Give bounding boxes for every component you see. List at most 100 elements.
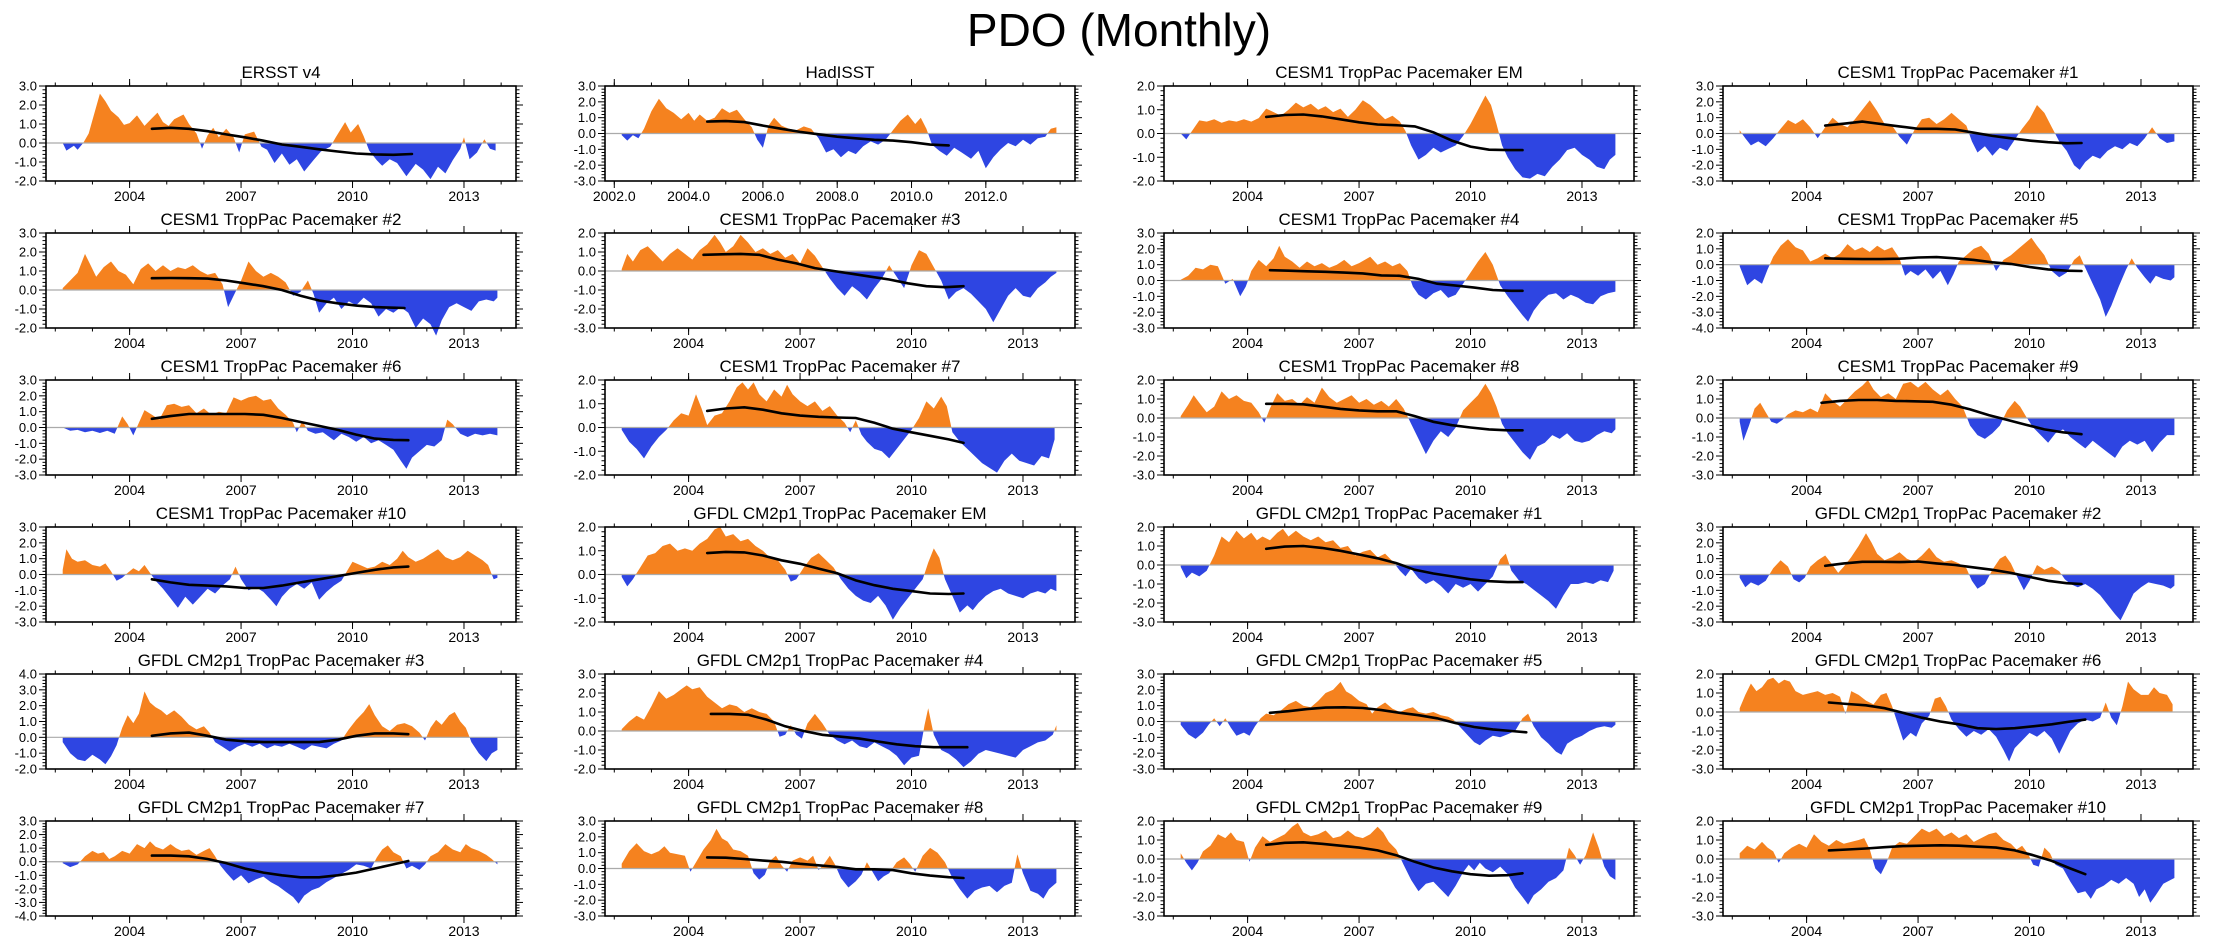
y-tick-label: 1.0	[1696, 686, 1714, 701]
y-tick-label: 2.0	[19, 98, 37, 113]
chart-panel: -2.0 -1.0 0.0 1.0 2.0 3.0 2004 2007 2010 2013 GFDL…	[559, 650, 1118, 797]
y-tick-label: 0.0	[19, 567, 37, 582]
x-tick-label: 2007	[1902, 188, 1933, 204]
x-tick-label: 2013	[1566, 629, 1597, 645]
y-tick-label: -2.0	[15, 762, 37, 777]
panel-title: GFDL CM2p1 TropPac Pacemaker #6	[1815, 651, 2102, 670]
y-tick-label: -2.0	[1692, 158, 1714, 173]
x-tick-label: 2010	[337, 188, 368, 204]
plot-frame	[45, 232, 517, 329]
y-tick-label: -3.0	[1692, 909, 1714, 924]
y-tick-label: -2.0	[1692, 289, 1714, 304]
panel-title: CESM1 TropPac Pacemaker EM	[1275, 63, 1523, 82]
x-tick-label: 2010	[337, 335, 368, 351]
y-tick-label: -3.0	[1133, 762, 1155, 777]
x-tick-label: 2013	[1007, 923, 1038, 939]
chart-svg: -3.0-2.0-1.00.01.02.03.0 2004 2007 2010 2013…	[574, 798, 1082, 939]
chart-svg: -2.0 -1.0 0.0 1.0 2.0 2004 2007 2010 2013 CESM1 T…	[1133, 63, 1641, 204]
y-tick-label: 2.0	[1137, 241, 1155, 256]
x-tick-label: 2004	[1791, 776, 1822, 792]
x-tick-label: 2007	[1343, 629, 1374, 645]
positive-anomaly-fill	[621, 234, 1057, 271]
x-tick-label: 2013	[2125, 335, 2156, 351]
y-tick-label: -2.0	[574, 615, 596, 630]
y-tick-label: -1.0	[15, 746, 37, 761]
plot-frame	[604, 232, 1076, 329]
lowpass-line	[150, 126, 414, 157]
plot-frame	[604, 673, 1076, 770]
x-tick-label: 2013	[1566, 776, 1597, 792]
positive-anomaly-fill	[1739, 380, 2175, 418]
x-tick-label: 2013	[1007, 482, 1038, 498]
x-tick-label: 2007	[225, 188, 256, 204]
x-tick-label: 2004	[114, 482, 145, 498]
positive-anomaly-fill	[1739, 828, 2175, 859]
y-tick-label: 2.0	[578, 373, 596, 388]
plot-frame	[45, 85, 517, 182]
panel-title: HadISST	[806, 63, 875, 82]
negative-anomaly-fill	[1739, 574, 2175, 621]
x-tick-label: 2007	[225, 776, 256, 792]
y-tick-label: 3.0	[19, 79, 37, 94]
axis-ticks	[39, 373, 523, 482]
chart-panel: -2.0 -1.0 0.0 1.0 2.0 2004 2007 2010 2013 CESM1 T…	[1118, 62, 1677, 209]
chart-svg: -4.0-3.0-2.0-1.00.01.02.03.0 2004 2007 2010…	[15, 798, 523, 939]
x-tick-label: 2010	[896, 923, 927, 939]
chart-svg: -3.0 -2.0 -1.0 0.0 1.0 2.0 2004 2007 2010 2013 CES…	[1133, 357, 1641, 498]
y-tick-label: 2.0	[1696, 535, 1714, 550]
panel-title: CESM1 TropPac Pacemaker #4	[1279, 210, 1520, 229]
y-tick-label: 0.0	[1696, 257, 1714, 272]
lowpass-line	[705, 405, 965, 445]
y-tick-label: 0.0	[578, 420, 596, 435]
y-tick-label: -2.0	[1692, 599, 1714, 614]
x-tick-label: 2013	[448, 188, 479, 204]
y-tick-label: -2.0	[1692, 449, 1714, 464]
plot-frame	[1163, 526, 1635, 623]
y-tick-label: 1.0	[1696, 392, 1714, 407]
y-tick-label: 1.0	[1137, 392, 1155, 407]
y-tick-label: 1.0	[1137, 102, 1155, 117]
y-tick-label: -2.0	[15, 452, 37, 467]
y-tick-label: -1.0	[1692, 430, 1714, 445]
x-tick-label: 2013	[448, 629, 479, 645]
lowpass-line	[1823, 255, 2083, 273]
x-tick-label: 2004	[1791, 335, 1822, 351]
axis-ticks	[598, 667, 1082, 776]
y-tick-label: -1.0	[574, 877, 596, 892]
chart-panel: -3.0 -2.0 -1.0 0.0 1.0 2.0 3.0 2004 2007 2010 2013…	[1677, 62, 2236, 209]
y-tick-label: 2.0	[1137, 373, 1155, 388]
axis-ticks	[39, 226, 523, 335]
positive-anomaly-fill	[1739, 237, 2175, 265]
y-tick-label: 1.0	[19, 404, 37, 419]
lowpass-line	[1264, 840, 1524, 878]
panel-title: GFDL CM2p1 TropPac Pacemaker #10	[1810, 798, 2106, 817]
y-tick-label: 3.0	[578, 79, 596, 94]
lowpass-line	[1827, 843, 2087, 876]
x-tick-label: 2007	[1343, 776, 1374, 792]
y-tick-label: 3.0	[1137, 226, 1155, 241]
positive-anomaly-fill	[1180, 681, 1616, 722]
y-tick-label: -2.0	[1133, 174, 1155, 189]
positive-anomaly-fill	[62, 395, 498, 428]
lowpass-line	[1823, 120, 2083, 145]
y-tick-label: 2.0	[1137, 814, 1155, 829]
chart-panel: -3.0 -2.0 -1.0 0.0 1.0 2.0 3.0 2004 2007 2010 2013…	[0, 356, 559, 503]
y-tick-label: 3.0	[578, 667, 596, 682]
y-tick-label: -1.0	[1692, 724, 1714, 739]
x-tick-label: 2004	[673, 482, 704, 498]
lowpass-line	[150, 854, 410, 879]
x-tick-label: 2007	[1343, 335, 1374, 351]
y-tick-label: -3.0	[15, 615, 37, 630]
y-tick-label: -3.0	[1133, 321, 1155, 336]
panel-title: GFDL CM2p1 TropPac Pacemaker #4	[697, 651, 984, 670]
x-tick-label: 2010	[337, 923, 368, 939]
chart-svg: -3.0 -2.0 -1.0 0.0 1.0 2.0 2004 2007 2010 2013 GFD…	[1692, 798, 2200, 939]
x-tick-label: 2004	[1791, 482, 1822, 498]
chart-svg: -3.0-2.0-1.00.01.02.03.0 2004 2007 2010 2013…	[15, 357, 523, 498]
chart-panel: -3.0 -2.0 -1.0 0.0 1.0 2.0 2004 2007 2010 2013 GFD…	[1118, 503, 1677, 650]
chart-svg: -3.0-2.0-1.00.01.02.03.0 2004 2007 2010 2013…	[15, 504, 523, 645]
x-tick-label: 2007	[1902, 776, 1933, 792]
axis-ticks	[1157, 667, 1641, 776]
y-tick-label: -2.0	[1692, 743, 1714, 758]
y-tick-label: -1.0	[574, 743, 596, 758]
